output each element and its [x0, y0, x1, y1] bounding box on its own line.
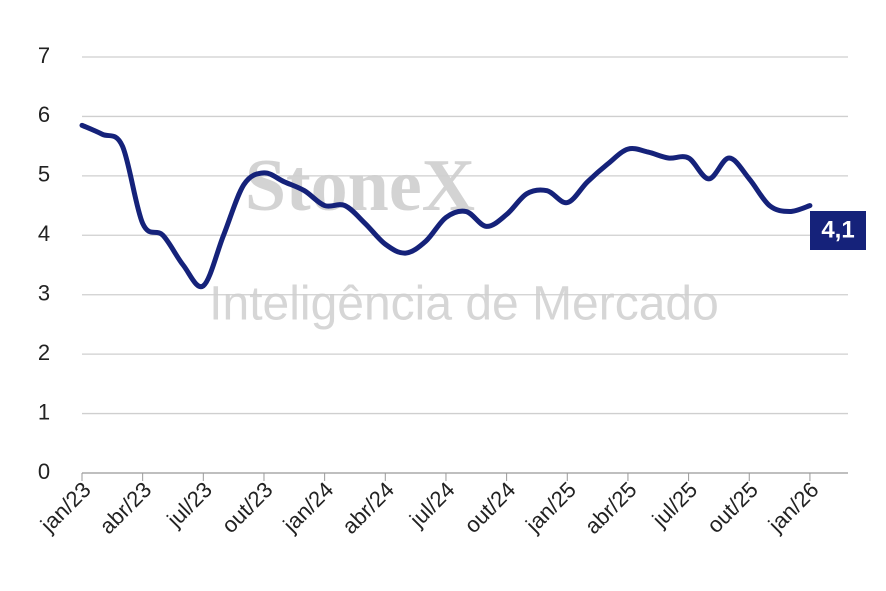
x-tick-label: jan/26 — [763, 477, 824, 538]
annotation: 4,1 — [821, 216, 854, 243]
x-tick-label: jul/25 — [647, 477, 703, 533]
y-tick-label: 4 — [38, 221, 50, 246]
y-tick-label: 7 — [38, 43, 50, 68]
x-tick-label: abr/25 — [580, 477, 642, 539]
x-tick-label: out/23 — [217, 477, 278, 538]
x-tick-label: jan/23 — [35, 477, 96, 538]
y-tick-label: 5 — [38, 162, 50, 187]
x-tick-label: out/24 — [459, 477, 520, 538]
x-tick-label: out/25 — [702, 477, 763, 538]
line — [79, 122, 813, 290]
watermark-logo: StoneX — [245, 145, 475, 227]
watermark-subtitle: Inteligência de Mercado — [209, 278, 719, 331]
x-tick-label: jul/23 — [161, 477, 217, 533]
x-tick-label: jan/24 — [278, 477, 339, 538]
x-tick-label: abr/23 — [95, 477, 157, 539]
y-tick-label: 6 — [38, 102, 50, 127]
x-tick-label: abr/24 — [337, 477, 399, 539]
x-tick-label: jul/24 — [404, 477, 460, 533]
y-tick-label: 3 — [38, 281, 50, 306]
y-tick-label: 2 — [38, 340, 50, 365]
x-tick-label: jan/25 — [520, 477, 581, 538]
y-tick-label: 0 — [38, 459, 50, 484]
y-tick-label: 1 — [38, 399, 50, 424]
annotation-box — [810, 211, 866, 250]
